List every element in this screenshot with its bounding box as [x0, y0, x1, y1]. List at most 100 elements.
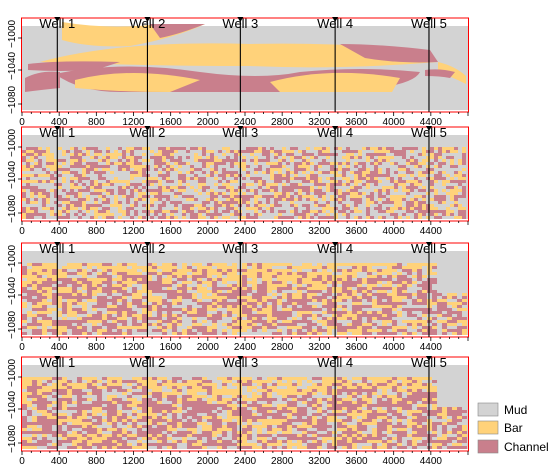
facies-cell [192, 377, 197, 380]
facies-cell [350, 153, 354, 156]
facies-cell [247, 404, 252, 407]
well-marker-5 [425, 17, 432, 22]
facies-cell [398, 201, 402, 204]
facies-cell [422, 213, 426, 216]
facies-cell [297, 281, 302, 284]
facies-cell [132, 434, 137, 437]
facies-cell [226, 171, 230, 174]
facies-cell [246, 195, 250, 198]
facies-cell [327, 326, 332, 329]
facies-cell [126, 195, 130, 198]
facies-cell [122, 153, 126, 156]
facies-cell [446, 186, 450, 189]
facies-cell [122, 431, 127, 434]
facies-cell [197, 275, 202, 278]
facies-cell [318, 216, 322, 219]
facies-cell [398, 174, 402, 177]
facies-cell [177, 422, 182, 425]
facies-cell [52, 401, 57, 404]
facies-cell [47, 380, 52, 383]
facies-cell [270, 147, 274, 150]
facies-cell [317, 266, 322, 269]
facies-cell [342, 380, 347, 383]
facies-cell [112, 404, 117, 407]
facies-cell [318, 177, 322, 180]
facies-cell [367, 386, 372, 389]
facies-cell [290, 201, 294, 204]
facies-cell [277, 416, 282, 419]
facies-cell [22, 401, 27, 404]
facies-cell [410, 147, 414, 150]
facies-cell [357, 305, 362, 308]
facies-cell [102, 278, 107, 281]
facies-cell [282, 150, 286, 153]
facies-cell [137, 377, 142, 380]
facies-cell [417, 395, 422, 398]
facies-cell [312, 287, 317, 290]
facies-cell [362, 404, 367, 407]
facies-cell [310, 153, 314, 156]
facies-cell [307, 272, 312, 275]
facies-cell [214, 201, 218, 204]
facies-cell [102, 168, 106, 171]
facies-cell [242, 156, 246, 159]
facies-cell [182, 404, 187, 407]
facies-cell [318, 147, 322, 150]
facies-cell [162, 281, 167, 284]
facies-cell [417, 308, 422, 311]
facies-cell [74, 177, 78, 180]
facies-cell [402, 290, 407, 293]
facies-cell [147, 377, 152, 380]
facies-cell [217, 416, 222, 419]
facies-cell [457, 299, 462, 302]
facies-cell [166, 171, 170, 174]
facies-cell [337, 296, 342, 299]
facies-cell [297, 428, 302, 431]
facies-cell [272, 275, 277, 278]
facies-cell [57, 293, 62, 296]
facies-cell [212, 290, 217, 293]
facies-cell [190, 204, 194, 207]
facies-cell [127, 293, 132, 296]
facies-cell [162, 186, 166, 189]
facies-cell [62, 311, 67, 314]
facies-cell [172, 329, 177, 332]
facies-cell [432, 272, 437, 275]
facies-cell [302, 180, 306, 183]
facies-cell [422, 401, 427, 404]
facies-cell [462, 425, 467, 428]
facies-cell [342, 317, 347, 320]
facies-cell [237, 284, 242, 287]
facies-cell [292, 419, 297, 422]
facies-cell [32, 392, 37, 395]
facies-cell [174, 216, 178, 219]
facies-cell [92, 410, 97, 413]
facies-cell [172, 413, 177, 416]
facies-cell [254, 192, 258, 195]
facies-cell [286, 216, 290, 219]
facies-cell [338, 165, 342, 168]
facies-cell [178, 186, 182, 189]
facies-cell [152, 284, 157, 287]
facies-cell [77, 380, 82, 383]
facies-cell [106, 207, 110, 210]
facies-cell [222, 305, 227, 308]
facies-cell [82, 174, 86, 177]
facies-cell [414, 159, 418, 162]
facies-cell [262, 398, 267, 401]
facies-cell [170, 186, 174, 189]
facies-cell [137, 401, 142, 404]
facies-cell [158, 189, 162, 192]
facies-cell [58, 159, 62, 162]
facies-cell [87, 287, 92, 290]
facies-cell [378, 171, 382, 174]
facies-cell [327, 425, 332, 428]
facies-cell [47, 389, 52, 392]
facies-cell [174, 150, 178, 153]
facies-cell [87, 386, 92, 389]
facies-cell [138, 183, 142, 186]
facies-cell [102, 329, 107, 332]
facies-cell [234, 192, 238, 195]
facies-cell [127, 269, 132, 272]
facies-cell [432, 332, 437, 335]
